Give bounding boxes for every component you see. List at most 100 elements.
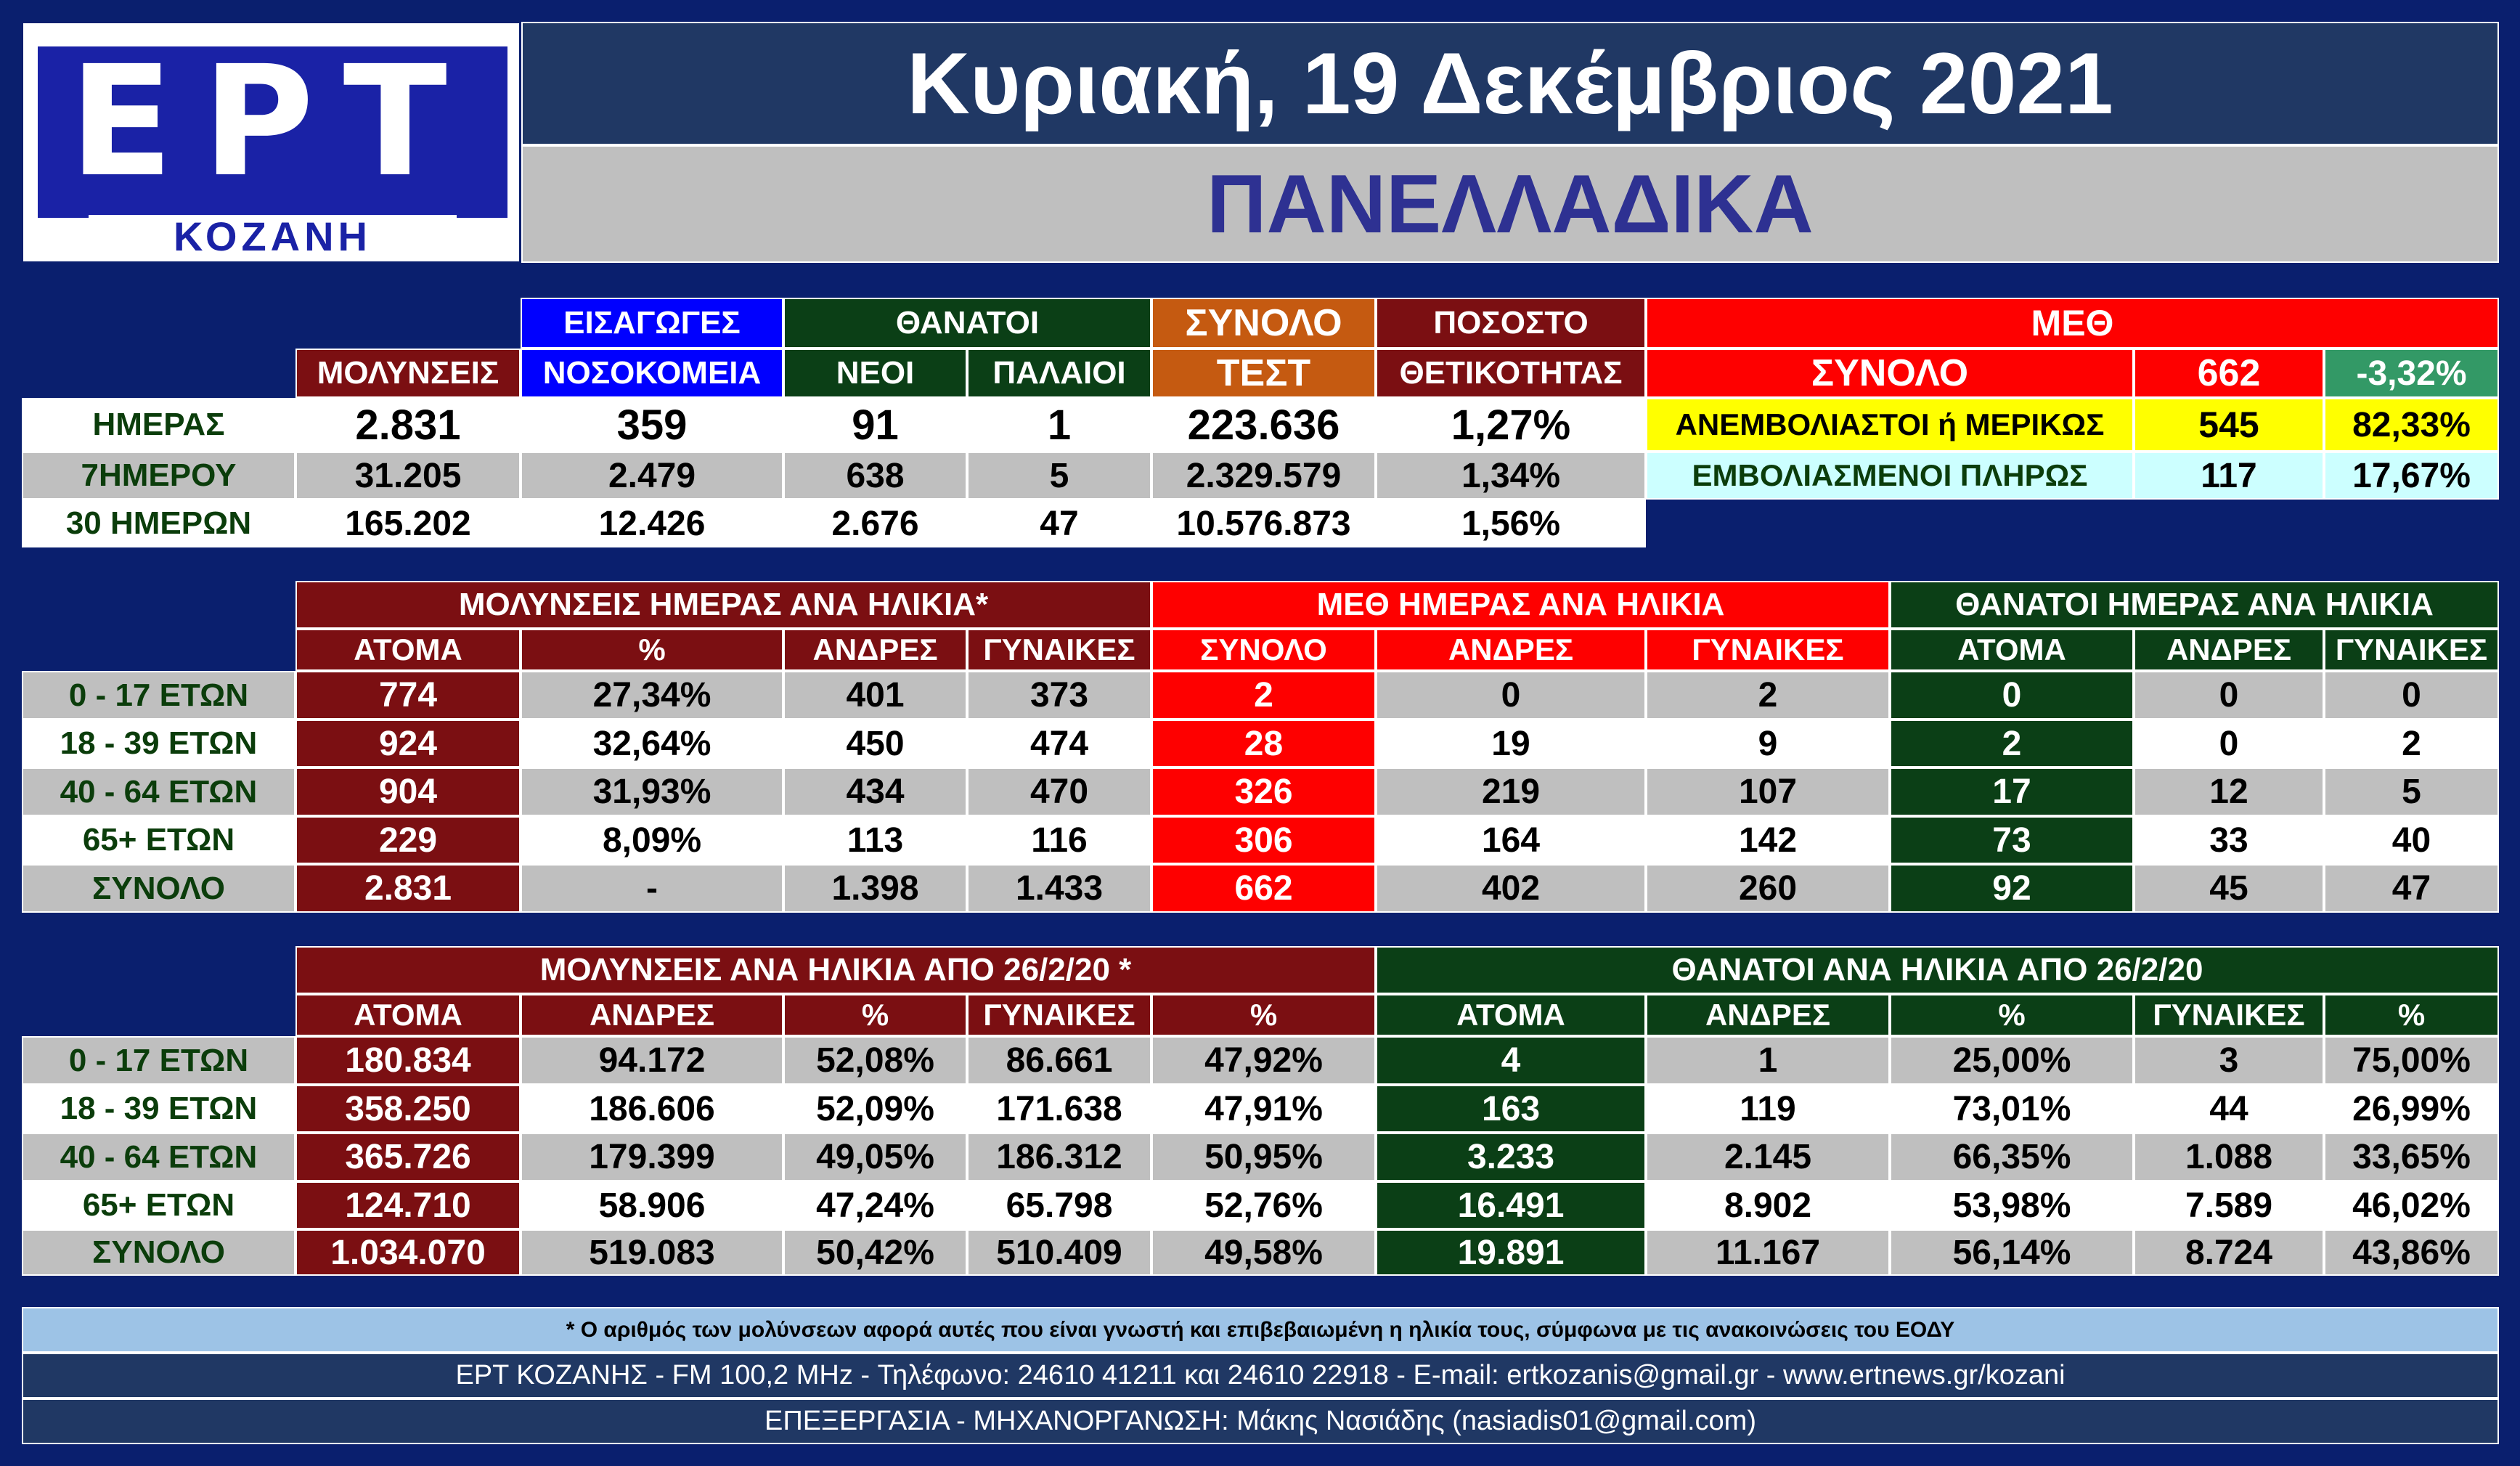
daily-cell: 924 — [295, 720, 521, 767]
daily-cell: 19 — [1376, 720, 1646, 767]
daily-col-header: ΓΥΝΑΙΚΕΣ — [1646, 629, 1890, 671]
daily-col-header: % — [521, 629, 783, 671]
daily-cell: 401 — [783, 671, 967, 720]
summary-week-tests: 2.329.579 — [1151, 452, 1376, 500]
logo-city-text: ΚΟΖΑΝΗ — [174, 215, 372, 257]
cumulative-cell: 7.589 — [2134, 1181, 2324, 1229]
cumulative-cell: 179.399 — [521, 1133, 783, 1181]
summary-day-tests: 223.636 — [1151, 398, 1376, 452]
cumulative-cell: 163 — [1376, 1085, 1646, 1133]
cumulative-cell: 75,00% — [2324, 1036, 2499, 1085]
cumulative-cell: 11.167 — [1646, 1229, 1890, 1276]
daily-cell: 116 — [967, 816, 1151, 864]
footer-note: * Ο αριθμός των μολύνσεων αφορά αυτές πο… — [22, 1307, 2499, 1353]
cumulative-cell: 66,35% — [1890, 1133, 2134, 1181]
daily-cell: 450 — [783, 720, 967, 767]
cumulative-cell: 365.726 — [295, 1133, 521, 1181]
icu-unvaccinated-pct: 82,33% — [2324, 398, 2499, 452]
summary-week-deaths-new: 638 — [783, 452, 967, 500]
daily-cell: 2 — [1646, 671, 1890, 720]
cumulative-cell: 50,95% — [1151, 1133, 1376, 1181]
footer-credits: ΕΠΕΞΕΡΓΑΣΙΑ - ΜΗΧΑΝΟΡΓΑΝΩΣΗ: Μάκης Νασιά… — [22, 1398, 2499, 1444]
daily-cell: 2 — [2324, 720, 2499, 767]
daily-row-label: 40 - 64 ΕΤΩΝ — [22, 767, 295, 816]
cumulative-cell: 49,58% — [1151, 1229, 1376, 1276]
cumulative-cell: 16.491 — [1376, 1181, 1646, 1229]
daily-icu-title: ΜΕΘ ΗΜΕΡΑΣ ΑΝΑ ΗΛΙΚΙΑ — [1151, 581, 1890, 629]
cumulative-cell: 47,24% — [783, 1181, 967, 1229]
cumulative-col-header: ΓΥΝΑΙΚΕΣ — [2134, 994, 2324, 1036]
daily-row-label: 0 - 17 ΕΤΩΝ — [22, 671, 295, 720]
daily-col-header: ΑΝΔΡΕΣ — [783, 629, 967, 671]
cumulative-cell: 56,14% — [1890, 1229, 2134, 1276]
daily-cell: 219 — [1376, 767, 1646, 816]
summary-day-infections: 2.831 — [295, 398, 521, 452]
daily-col-header: ΣΥΝΟΛΟ — [1151, 629, 1376, 671]
cumulative-cell: 8.902 — [1646, 1181, 1890, 1229]
daily-cell: 2.831 — [295, 864, 521, 913]
footer-contact: ΕΡΤ ΚΟΖΑΝΗΣ - FM 100,2 MHz - Τηλέφωνο: 2… — [22, 1353, 2499, 1398]
cumulative-col-header: % — [1890, 994, 2134, 1036]
icu-total-value: 662 — [2134, 349, 2324, 398]
summary-day-deaths-new: 91 — [783, 398, 967, 452]
cumulative-col-header: ΑΤΟΜΑ — [1376, 994, 1646, 1036]
daily-cell: 40 — [2324, 816, 2499, 864]
cumulative-cell: 50,42% — [783, 1229, 967, 1276]
cumulative-cell: 47,91% — [1151, 1085, 1376, 1133]
cumulative-cell: 3 — [2134, 1036, 2324, 1085]
cumulative-cell: 47,92% — [1151, 1036, 1376, 1085]
icu-vaccinated-label: ΕΜΒΟΛΙΑΣΜΕΝΟΙ ΠΛΗΡΩΣ — [1646, 452, 2134, 500]
daily-cell: 107 — [1646, 767, 1890, 816]
tests-header-top: ΣΥΝΟΛΟ — [1151, 298, 1376, 349]
summary-month-deaths-old: 47 — [967, 500, 1151, 547]
daily-cell: 33 — [2134, 816, 2324, 864]
deaths-old-header: ΠΑΛΑΙΟΙ — [967, 349, 1151, 398]
deaths-header: ΘΑΝΑΤΟΙ — [783, 298, 1151, 349]
deaths-new-header: ΝΕΟΙ — [783, 349, 967, 398]
cumulative-cell: 26,99% — [2324, 1085, 2499, 1133]
cumulative-col-header: ΑΝΔΡΕΣ — [521, 994, 783, 1036]
cumulative-col-header: ΓΥΝΑΙΚΕΣ — [967, 994, 1151, 1036]
page-region-title: ΠΑΝΕΛΛΑΔΙΚΑ — [521, 145, 2499, 263]
daily-cell: 142 — [1646, 816, 1890, 864]
cumulative-cell: 124.710 — [295, 1181, 521, 1229]
daily-cell: 326 — [1151, 767, 1376, 816]
daily-cell: 12 — [2134, 767, 2324, 816]
daily-cell: 904 — [295, 767, 521, 816]
daily-cell: 47 — [2324, 864, 2499, 913]
logo: ΕΡΤ ΚΟΖΑΝΗ — [22, 22, 521, 263]
cumulative-cell: 65.798 — [967, 1181, 1151, 1229]
cumulative-cell: 25,00% — [1890, 1036, 2134, 1085]
summary-month-positivity: 1,56% — [1376, 500, 1646, 547]
daily-cell: 373 — [967, 671, 1151, 720]
daily-cell: 229 — [295, 816, 521, 864]
cumulative-cell: 4 — [1376, 1036, 1646, 1085]
daily-cell: 662 — [1151, 864, 1376, 913]
daily-cell: 17 — [1890, 767, 2134, 816]
daily-cell: 1.433 — [967, 864, 1151, 913]
daily-col-header: ΑΤΟΜΑ — [295, 629, 521, 671]
daily-row-label: 65+ ΕΤΩΝ — [22, 816, 295, 864]
summary-week-deaths-old: 5 — [967, 452, 1151, 500]
cumulative-row-label: 40 - 64 ΕΤΩΝ — [22, 1133, 295, 1181]
icu-total-change: -3,32% — [2324, 349, 2499, 398]
daily-col-header: ΓΥΝΑΙΚΕΣ — [967, 629, 1151, 671]
daily-cell: 113 — [783, 816, 967, 864]
cumulative-cell: 52,08% — [783, 1036, 967, 1085]
daily-col-header: ΑΝΔΡΕΣ — [2134, 629, 2324, 671]
cumulative-cell: 186.606 — [521, 1085, 783, 1133]
admissions-header-bottom: ΝΟΣΟΚΟΜΕΙΑ — [521, 349, 783, 398]
daily-cell: 9 — [1646, 720, 1890, 767]
daily-cell: 0 — [1890, 671, 2134, 720]
cumulative-col-header: % — [1151, 994, 1376, 1036]
daily-infections-title: ΜΟΛΥΝΣΕΙΣ ΗΜΕΡΑΣ ΑΝΑ ΗΛΙΚΙΑ* — [295, 581, 1151, 629]
daily-cell: 306 — [1151, 816, 1376, 864]
cumulative-col-header: ΑΤΟΜΑ — [295, 994, 521, 1036]
summary-day-positivity: 1,27% — [1376, 398, 1646, 452]
daily-col-header: ΓΥΝΑΙΚΕΣ — [2324, 629, 2499, 671]
daily-cell: 402 — [1376, 864, 1646, 913]
cumulative-cell: 19.891 — [1376, 1229, 1646, 1276]
daily-cell: 8,09% — [521, 816, 783, 864]
daily-cell: 27,34% — [521, 671, 783, 720]
